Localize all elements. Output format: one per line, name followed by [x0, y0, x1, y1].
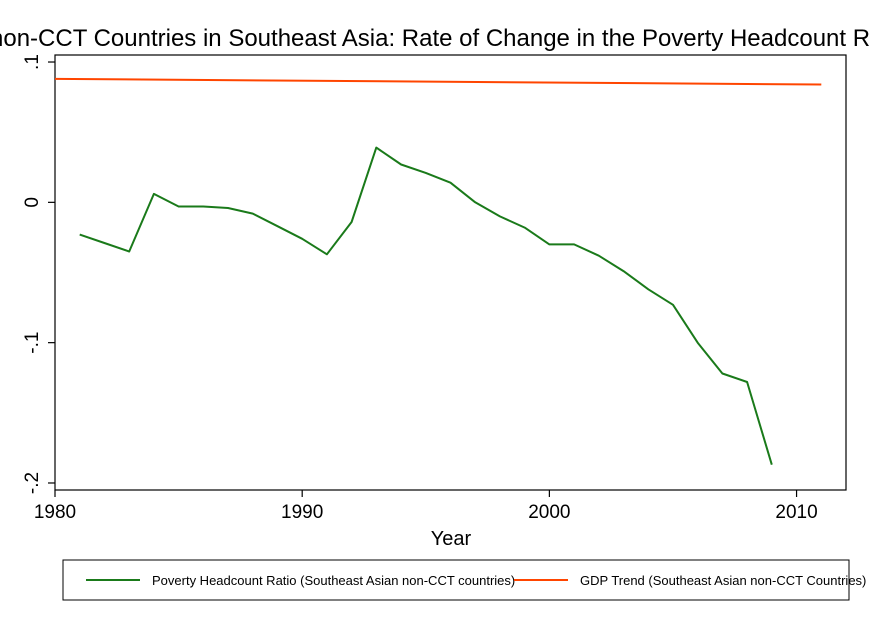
x-tick-label: 2000: [528, 502, 570, 523]
y-tick-label: .1: [22, 54, 43, 70]
legend-box: [62, 559, 850, 601]
y-tick-label: 0: [22, 197, 43, 208]
x-tick-label: 1990: [281, 502, 323, 523]
series-line-poverty-headcount: [79, 146, 773, 465]
y-tick-label: -.1: [22, 332, 43, 354]
chart-title: non-CCT Countries in Southeast Asia: Rat…: [0, 25, 869, 52]
x-tick-label: 2010: [775, 502, 817, 523]
x-axis-title: Year: [431, 528, 472, 550]
y-axis: .1 0 -.1 -.2: [22, 54, 55, 494]
legend: Poverty Headcount Ratio (Southeast Asian…: [62, 559, 866, 601]
x-tick-label: 1980: [34, 502, 76, 523]
series-line-gdp-trend: [54, 77, 822, 86]
legend-label-gdp-trend: GDP Trend (Southeast Asian non-CCT Count…: [580, 573, 866, 588]
plot-area: [54, 54, 847, 491]
y-tick-label: -.2: [22, 472, 43, 494]
series-layer: [54, 77, 822, 465]
legend-label-poverty-headcount: Poverty Headcount Ratio (Southeast Asian…: [152, 573, 515, 588]
x-axis: 1980 1990 2000 2010: [34, 490, 818, 523]
